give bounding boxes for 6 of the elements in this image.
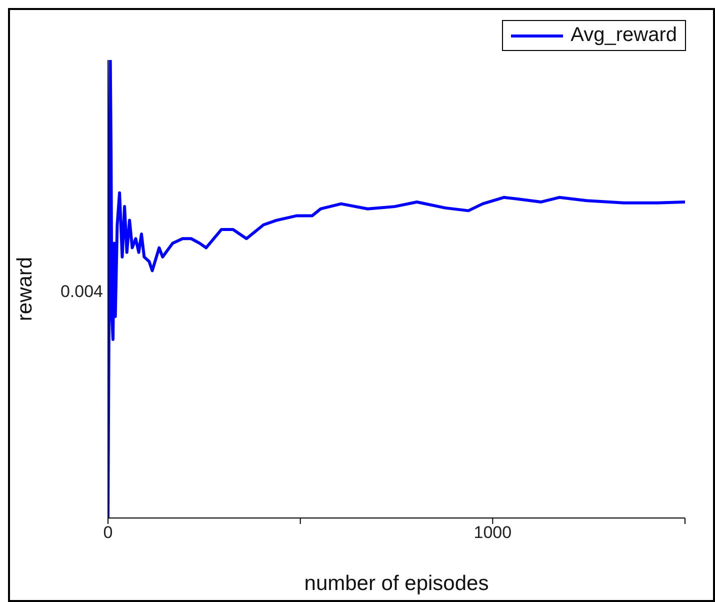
x-axis-title: number of episodes [304,572,489,595]
legend-label: Avg_reward [570,24,677,47]
text: 0.004 [60,282,103,302]
x-tick-label: 0 [103,523,113,542]
y-axis-title: reward [13,256,36,322]
x-tick-label: 1000 [474,523,512,542]
